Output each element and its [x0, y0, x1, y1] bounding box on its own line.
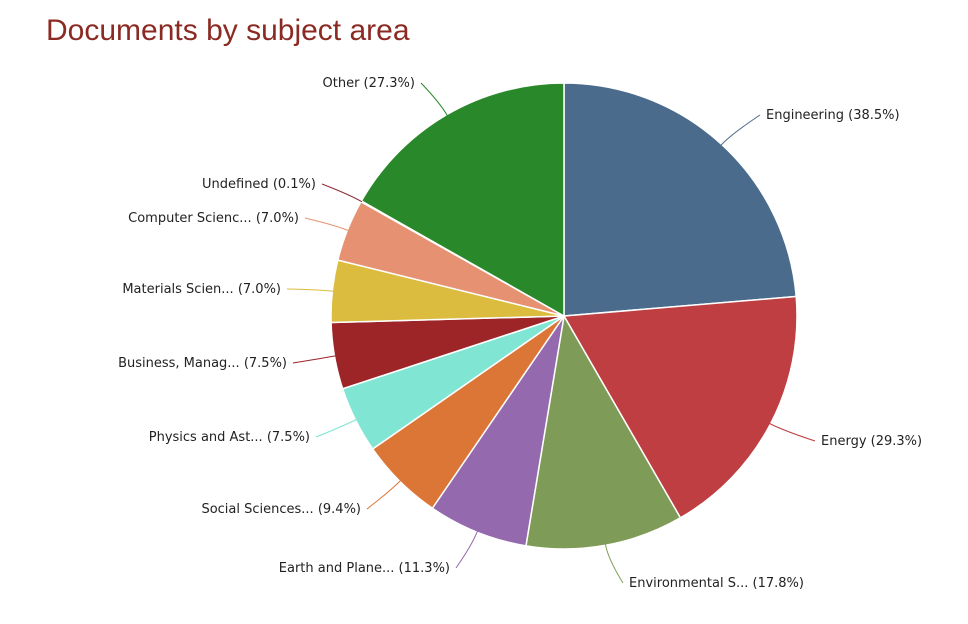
slice-label: Energy (29.3%): [821, 434, 922, 449]
slice-label: Other (27.3%): [323, 76, 416, 91]
label-connector: [769, 423, 816, 442]
label-connector: [304, 217, 349, 231]
slice-label: Undefined (0.1%): [202, 177, 316, 192]
label-connector: [604, 544, 624, 584]
label-connector: [720, 114, 761, 146]
slice-label: Engineering (38.5%): [766, 108, 900, 123]
label-connector: [420, 82, 448, 116]
chart-title: Documents by subject area: [46, 14, 410, 47]
slice-label: Environmental S... (17.8%): [629, 576, 804, 591]
slice-label: Earth and Plane... (11.3%): [279, 561, 450, 576]
slice-labels: Engineering (38.5%) Energy (29.3%) Environ…: [118, 76, 922, 591]
slice-label: Social Sciences... (9.4%): [201, 502, 361, 517]
label-connector: [315, 419, 357, 438]
label-connectors: [286, 82, 816, 584]
slice-label: Materials Scien... (7.0%): [122, 282, 281, 297]
label-connector: [366, 480, 401, 510]
label-connector: [292, 355, 336, 364]
pie-slice[interactable]: [563, 82, 797, 317]
slice-label: Computer Scienc... (7.0%): [128, 211, 299, 226]
pie-slices: [330, 82, 798, 550]
label-connector: [286, 288, 334, 292]
label-connector: [321, 183, 363, 203]
label-connector: [455, 531, 478, 569]
slice-label: Physics and Ast... (7.5%): [149, 430, 310, 445]
slice-label: Business, Manag... (7.5%): [118, 356, 287, 371]
